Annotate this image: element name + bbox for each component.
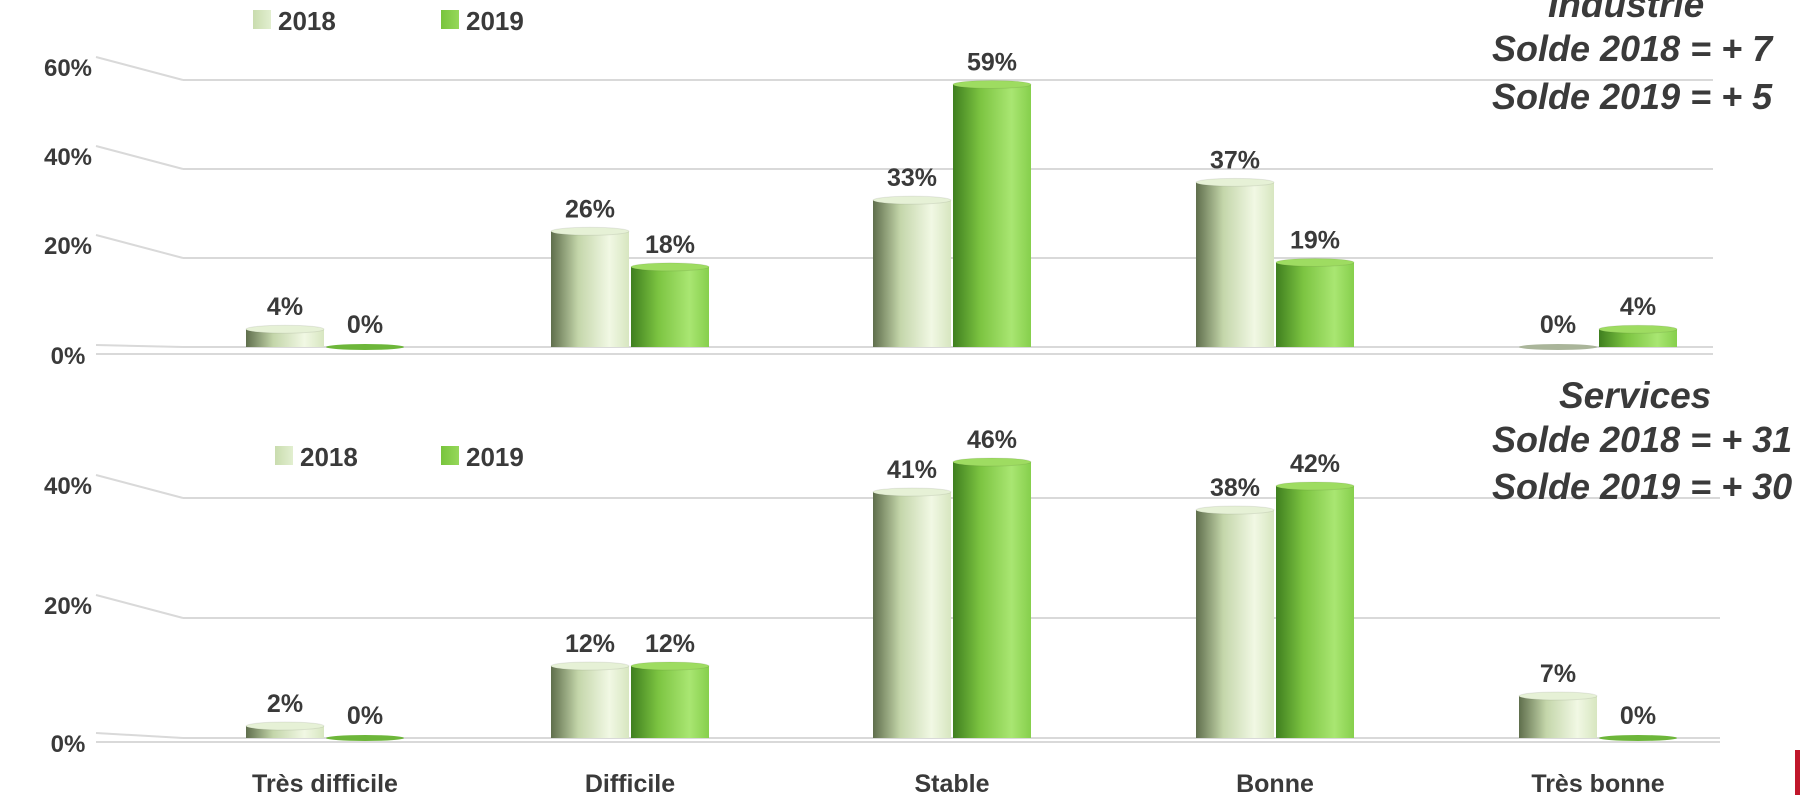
industrie-value-label: 18% bbox=[645, 231, 695, 259]
category-label: Très bonne bbox=[1531, 770, 1664, 795]
services-bar-2018 bbox=[551, 666, 629, 738]
services-value-label: 0% bbox=[1620, 702, 1656, 730]
industrie-bar-top-2018 bbox=[1195, 177, 1275, 187]
services-y-tick-label: 0% bbox=[51, 731, 86, 758]
services-bar-2018 bbox=[1519, 696, 1597, 738]
industrie-bar-2018 bbox=[1196, 182, 1274, 347]
industrie-legend-label-2018: 2018 bbox=[278, 6, 336, 36]
category-label: Difficile bbox=[585, 770, 675, 795]
services-legend-swatch-2019 bbox=[441, 446, 459, 465]
services-legend-swatch-2018 bbox=[275, 446, 293, 465]
industrie-bar-2019 bbox=[1599, 329, 1677, 347]
industrie-legend-swatch-2019 bbox=[441, 10, 459, 29]
category-label: Bonne bbox=[1236, 770, 1314, 795]
industrie-bar-2019 bbox=[631, 266, 709, 347]
industrie-bar-top-2019 bbox=[952, 79, 1032, 89]
services-bar-top-2018 bbox=[872, 487, 952, 497]
services-solde-2018: Solde 2018 = + 31 bbox=[1492, 419, 1793, 460]
industrie-bar-top-2018 bbox=[245, 324, 325, 334]
services-value-label: 2% bbox=[267, 690, 303, 718]
industrie-value-label: 33% bbox=[887, 164, 937, 192]
services-solde-2019: Solde 2019 = + 30 bbox=[1492, 466, 1793, 507]
services-y-tick-label: 20% bbox=[44, 593, 92, 620]
industrie-value-label: 19% bbox=[1290, 226, 1340, 254]
services-chart-title: Services bbox=[1559, 375, 1712, 416]
services-bar-top-2019 bbox=[952, 457, 1032, 467]
industrie-bar-2018 bbox=[246, 329, 324, 347]
industrie-bar-2018 bbox=[873, 200, 951, 347]
industrie-bar-top-2019 bbox=[1275, 257, 1355, 267]
industrie-gridline-side bbox=[95, 145, 184, 170]
industrie-y-tick-label: 0% bbox=[51, 343, 86, 370]
industrie-y-tick-label: 60% bbox=[44, 55, 92, 82]
industrie-gridline-side bbox=[95, 344, 184, 348]
industrie-legend-swatch-2018 bbox=[253, 10, 271, 29]
industrie-bar-2018 bbox=[551, 231, 629, 347]
services-value-label: 0% bbox=[347, 702, 383, 730]
industrie-value-label: 0% bbox=[1540, 311, 1576, 339]
industrie-bar-top-2018 bbox=[872, 195, 952, 205]
industrie-value-label: 4% bbox=[267, 293, 303, 321]
services-legend-label-2018: 2018 bbox=[300, 442, 358, 472]
category-label: Très difficile bbox=[252, 770, 398, 795]
services-bar-top-2018 bbox=[245, 721, 325, 731]
industrie-value-label: 37% bbox=[1210, 146, 1260, 174]
services-bar-zero-2019 bbox=[326, 735, 404, 741]
accent-mark bbox=[1795, 750, 1800, 795]
services-gridline-side bbox=[95, 732, 184, 739]
industrie-value-label: 0% bbox=[347, 311, 383, 339]
services-bar-top-2019 bbox=[1275, 481, 1355, 491]
industrie-legend-label-2019: 2019 bbox=[466, 6, 524, 36]
industrie-value-label: 26% bbox=[565, 195, 615, 223]
services-value-label: 12% bbox=[565, 630, 615, 658]
industrie-solde-2018: Solde 2018 = + 7 bbox=[1492, 28, 1773, 69]
industrie-y-tick-label: 40% bbox=[44, 144, 92, 171]
industrie-chart-title: Industrie bbox=[1548, 0, 1705, 25]
industrie-bar-top-2018 bbox=[550, 226, 630, 236]
services-value-label: 42% bbox=[1290, 450, 1340, 478]
services-bar-2019 bbox=[953, 462, 1031, 738]
services-bar-2018 bbox=[873, 492, 951, 738]
services-bar-top-2018 bbox=[1195, 505, 1275, 515]
services-y-tick-label: 40% bbox=[44, 473, 92, 500]
industrie-bar-zero-2019 bbox=[326, 344, 404, 350]
services-bar-2019 bbox=[631, 666, 709, 738]
services-value-label: 41% bbox=[887, 456, 937, 484]
category-label: Stable bbox=[914, 770, 989, 795]
services-value-label: 38% bbox=[1210, 474, 1260, 502]
services-bar-2018 bbox=[1196, 510, 1274, 738]
industrie-y-tick-label: 20% bbox=[44, 233, 92, 260]
services-value-label: 7% bbox=[1540, 660, 1576, 688]
industrie-value-label: 59% bbox=[967, 48, 1017, 76]
services-bar-top-2018 bbox=[1518, 691, 1598, 701]
industrie-gridline-side bbox=[95, 56, 184, 81]
industrie-value-label: 4% bbox=[1620, 293, 1656, 321]
services-gridline-side bbox=[95, 594, 184, 619]
industrie-bar-top-2019 bbox=[630, 262, 710, 272]
services-bar-top-2019 bbox=[630, 661, 710, 671]
services-bar-top-2018 bbox=[550, 661, 630, 671]
services-value-label: 46% bbox=[967, 426, 1017, 454]
industrie-bar-zero-2018 bbox=[1519, 344, 1597, 350]
industrie-bar-2019 bbox=[953, 84, 1031, 347]
services-legend-label-2019: 2019 bbox=[466, 442, 524, 472]
industrie-solde-2019: Solde 2019 = + 5 bbox=[1492, 76, 1773, 117]
industrie-gridline-side bbox=[95, 234, 184, 259]
services-gridline-side bbox=[95, 474, 184, 499]
services-bar-2019 bbox=[1276, 486, 1354, 738]
services-bar-zero-2019 bbox=[1599, 735, 1677, 741]
services-value-label: 12% bbox=[645, 630, 695, 658]
industrie-bar-top-2019 bbox=[1598, 324, 1678, 334]
industrie-bar-2019 bbox=[1276, 262, 1354, 347]
